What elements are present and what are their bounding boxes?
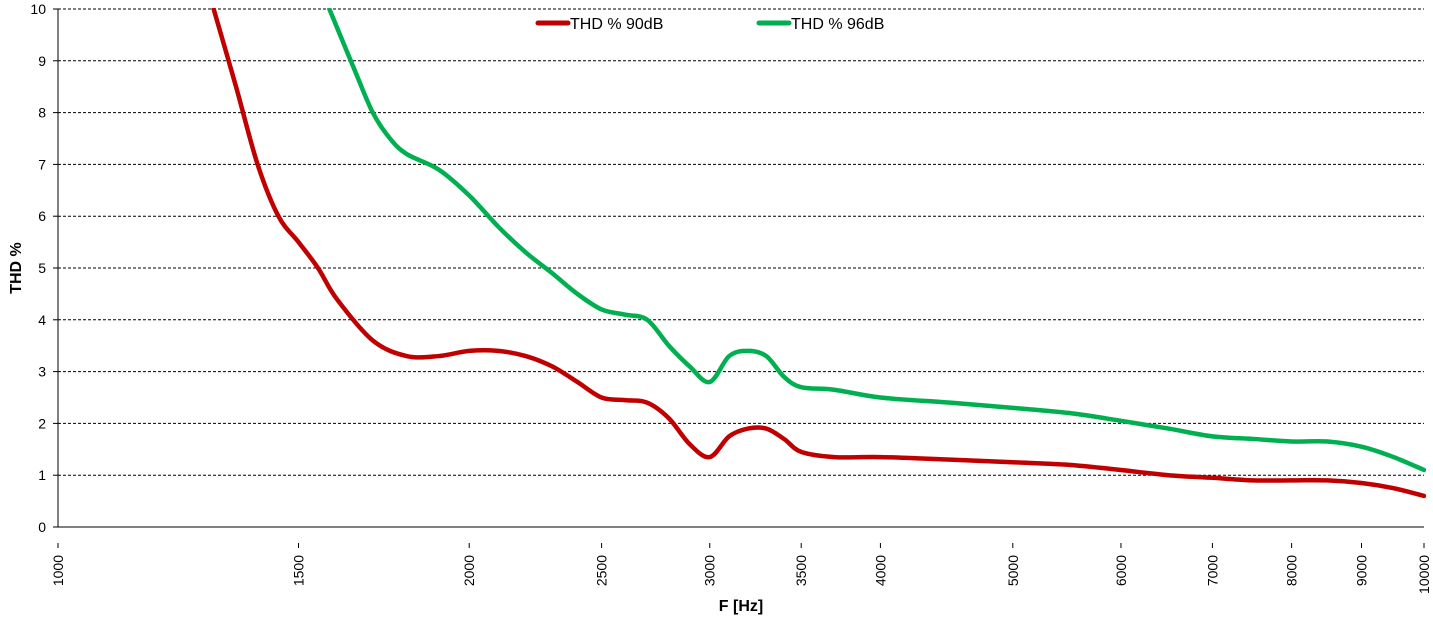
x-tick-label: 10000 — [1416, 555, 1432, 594]
y-tick-label: 2 — [38, 415, 46, 431]
y-tick-label: 4 — [38, 312, 46, 328]
x-tick-labels: 1000 1500 2000 2500 3000 3500 4000 5000 6000 7000… — [50, 555, 1432, 594]
legend-label-1: THD % 90dB — [570, 16, 663, 33]
x-tick-label: 2000 — [461, 555, 477, 586]
legend-label-2: THD % 96dB — [791, 16, 884, 33]
y-axis-title: THD % — [8, 242, 25, 294]
y-tick-labels: 0 1 2 3 4 5 6 7 8 9 10 — [30, 1, 46, 535]
x-tick-label: 4000 — [872, 555, 888, 586]
y-tick-label: 0 — [38, 519, 46, 535]
y-tick-label: 5 — [38, 260, 46, 276]
x-tick-label: 5000 — [1005, 555, 1021, 586]
series-line-2 — [327, 8, 1426, 473]
x-tick-label: 8000 — [1284, 555, 1300, 586]
y-tick-label: 1 — [38, 467, 46, 483]
axes — [53, 8, 1425, 548]
x-tick-label: 1500 — [291, 555, 307, 586]
series-line-1 — [211, 8, 1426, 499]
legend: THD % 90dB THD % 96dB — [535, 16, 884, 33]
x-tick-label: 3000 — [702, 555, 718, 586]
y-tick-label: 9 — [38, 53, 46, 69]
x-tick-label: 9000 — [1353, 555, 1369, 586]
x-tick-label: 2500 — [594, 555, 610, 586]
y-tick-label: 8 — [38, 105, 46, 121]
x-tick-label: 7000 — [1204, 555, 1220, 586]
y-tick-label: 3 — [38, 364, 46, 380]
x-tick-label: 1000 — [50, 555, 66, 586]
y-tick-label: 7 — [38, 156, 46, 172]
grid-lines — [58, 8, 1424, 476]
series-lines — [211, 8, 1426, 499]
x-tick-label: 3500 — [793, 555, 809, 586]
x-axis-title: F [Hz] — [719, 598, 763, 615]
y-tick-label: 10 — [30, 1, 46, 17]
y-tick-label: 6 — [38, 208, 46, 224]
x-tick-label: 6000 — [1113, 555, 1129, 586]
